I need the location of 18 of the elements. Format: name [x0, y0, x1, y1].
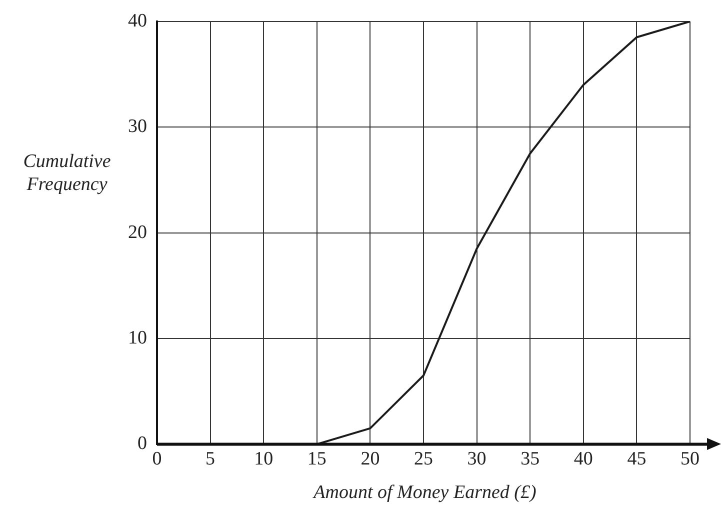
- x-tick-label: 30: [467, 448, 486, 470]
- x-tick-label: 50: [680, 448, 700, 470]
- x-tick-label: 40: [574, 448, 593, 470]
- y-axis-title: Cumulative Frequency: [22, 150, 112, 196]
- y-tick-label: 20: [128, 222, 147, 243]
- x-tick-label: 20: [360, 448, 380, 470]
- x-tick-label: 5: [206, 448, 216, 470]
- y-tick-label: 0: [138, 433, 147, 454]
- y-tick-label: 40: [128, 10, 147, 32]
- x-tick-label: 35: [520, 448, 540, 470]
- y-tick-label: 10: [128, 327, 147, 348]
- x-tick-label: 45: [627, 448, 646, 470]
- x-tick-label: 0: [152, 448, 162, 470]
- x-tick-label: 25: [414, 448, 433, 470]
- x-tick-label: 15: [307, 448, 326, 470]
- x-tick-label: 10: [254, 448, 274, 470]
- x-axis-title: Amount of Money Earned (£): [314, 482, 536, 503]
- y-tick-label: 30: [128, 116, 147, 138]
